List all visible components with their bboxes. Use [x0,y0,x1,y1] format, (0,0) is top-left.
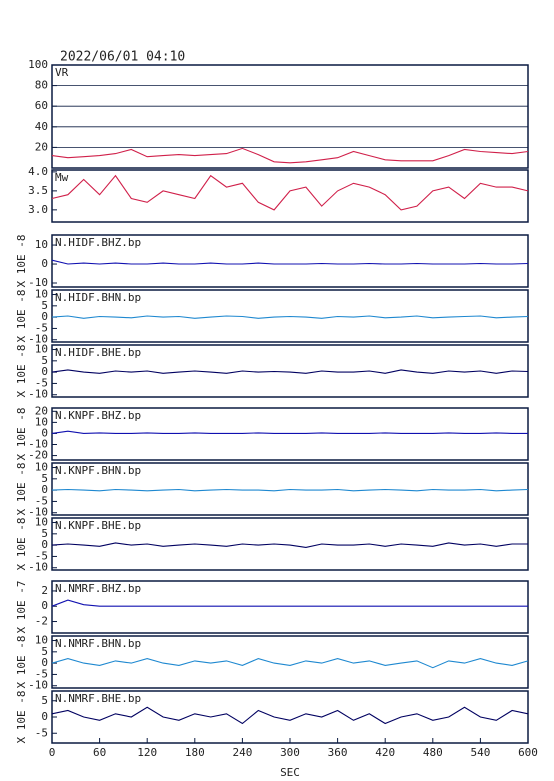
y-tick-label: -10 [28,506,48,519]
y-axis-label: X 10E -8 [15,636,28,689]
y-tick-label: 0 [41,257,48,270]
y-tick-label: 5 [41,527,48,540]
y-tick-label: 10 [35,516,48,529]
y-tick-label: 10 [35,343,48,356]
x-tick-label: 240 [232,746,252,759]
panel-frame [51,580,529,634]
y-tick-label: -5 [35,494,48,507]
y-tick-label: 3.0 [28,203,48,216]
panel-label: N.NMRF.BHZ.bp [55,582,141,595]
panel-label: N.HIDF.BHN.bp [55,291,141,304]
panel-label: N.NMRF.BHE.bp [55,692,141,705]
y-tick-label: 0 [41,656,48,669]
y-tick-label: 0 [41,599,48,612]
y-tick-label: 40 [35,120,48,133]
panel-label: N.KNPF.BHZ.bp [55,409,141,422]
y-axis-label: X 10E -8 [15,408,28,461]
y-tick-label: 0 [41,710,48,723]
y-tick-label: 2 [41,584,48,597]
waveform [51,430,528,434]
y-tick-label: 20 [35,140,48,153]
y-tick-label: 10 [35,238,48,251]
y-tick-label: 5 [41,645,48,658]
y-tick-label: -5 [35,726,48,739]
y-tick-label: 10 [35,288,48,301]
y-tick-label: -5 [35,549,48,562]
y-tick-label: -10 [28,333,48,346]
y-tick-label: 80 [35,79,48,92]
y-tick-label: 5 [41,299,48,312]
x-tick-label: 120 [137,746,157,759]
y-tick-label: 10 [35,415,48,428]
y-tick-label: 10 [35,634,48,647]
x-axis-label: SEC [280,766,300,779]
panel-label: N.HIDF.BHE.bp [55,346,141,359]
panel-label: N.NMRF.BHN.bp [55,637,141,650]
waveform [51,658,529,669]
y-tick-label: 0 [41,483,48,496]
y-axis-label: X 10E -7 [15,581,28,634]
y-tick-label: -10 [28,276,48,289]
waveform [51,369,529,374]
y-tick-label: 60 [35,99,48,112]
y-tick-label: -10 [28,679,48,692]
y-tick-label: 5 [41,354,48,367]
y-tick-label: 5 [41,694,48,707]
y-tick-label: 20 [35,404,48,417]
y-tick-label: -5 [35,667,48,680]
y-tick-label: 5 [41,472,48,485]
y-tick-label: 0 [41,310,48,323]
y-axis-label: X 10E -8 [15,463,28,516]
y-tick-label: 0 [41,365,48,378]
y-tick-label: 10 [35,461,48,474]
x-tick-label: 480 [423,746,443,759]
panel-frame [51,407,529,461]
y-axis-label: X 10E -8 [15,345,28,398]
y-tick-label: 4.0 [28,165,48,178]
y-tick-label: 100 [28,58,48,71]
waveform [51,174,529,211]
x-tick-label: 300 [280,746,300,759]
panel-label: N.KNPF.BHE.bp [55,519,141,532]
x-tick-label: 60 [93,746,106,759]
panel-label: N.KNPF.BHN.bp [55,464,141,477]
panel-label: N.HIDF.BHZ.bp [55,236,141,249]
y-tick-label: -2 [35,615,48,628]
waveform [51,599,528,607]
y-axis-label: X 10E -8 [15,235,28,288]
y-tick-label: -10 [28,438,48,451]
y-tick-label: -5 [35,321,48,334]
y-axis-label: X 10E -8 [15,691,28,744]
waveform [51,147,529,164]
y-tick-label: -10 [28,561,48,574]
x-tick-label: 180 [185,746,205,759]
y-tick-label: 3.5 [28,184,48,197]
panel-frame [51,462,529,516]
panel-label: VR [55,66,69,79]
waveform [51,542,528,548]
panel-frame [51,289,529,343]
y-axis-label: X 10E -8 [15,290,28,343]
waveform [51,259,529,265]
waveform [51,706,529,725]
y-tick-label: -5 [35,376,48,389]
panel-frame [51,635,529,689]
y-tick-label: 0 [41,538,48,551]
waveform [51,488,529,492]
y-tick-label: -10 [28,388,48,401]
y-tick-label: 0 [41,426,48,439]
x-tick-label: 540 [470,746,490,759]
y-tick-label: -20 [28,449,48,462]
panel-frame [51,234,529,288]
waveform [51,315,529,319]
y-axis-label: X 10E -8 [15,518,28,571]
chart-title: 2022/06/01 04:10 [60,50,185,65]
x-tick-label: 0 [49,746,56,759]
x-tick-label: 420 [375,746,395,759]
panel-frame [51,169,529,223]
x-tick-label: 360 [328,746,348,759]
x-tick-label: 600 [518,746,538,759]
panel-label: Mw [55,171,69,184]
